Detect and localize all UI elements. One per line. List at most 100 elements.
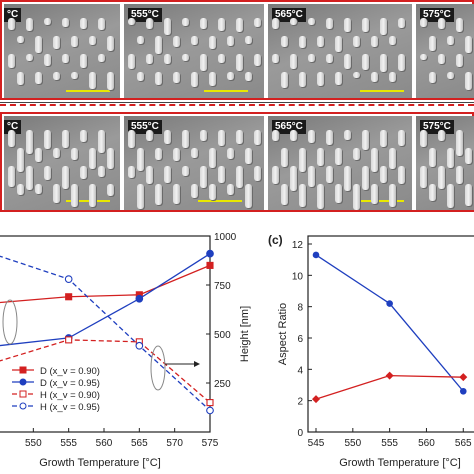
nanowire-pillar [26,54,33,61]
nanowire-pillar [137,184,144,209]
nanowire-pillar [465,72,472,90]
nanowire-pillar [98,18,105,31]
row-divider-dashed [0,104,474,106]
temp-label: 575°C [420,120,454,134]
y-axis-tick-label: 10 [292,271,304,282]
nanowire-pillar [17,36,24,43]
nanowire-pillar [200,166,207,189]
temp-label: 575°C [420,8,454,22]
temp-label: 565°C [272,8,306,22]
right-axis-tick-label: 250 [214,379,231,390]
data-point-circle [206,406,214,415]
nanowire-pillar [281,148,288,167]
nanowire-pillar [344,130,351,141]
nanowire-pillar [71,184,78,208]
y-axis-tick-label: 8 [297,303,303,314]
nanowire-pillar [35,184,42,195]
legend-marker [19,366,27,374]
nanowire-pillar [380,166,387,183]
nanowire-pillar [218,18,225,31]
nanowire-pillar [317,184,324,209]
y-axis-tick-label: 12 [292,240,304,251]
nanowire-pillar [71,36,78,47]
scale-bar [204,90,248,92]
series-line [0,255,211,411]
nanowire-pillar [182,18,189,27]
nanowire-pillar [398,18,405,28]
sem-image-545: °C [4,116,120,210]
scale-bar [198,200,242,202]
data-point-circle [64,275,73,283]
nanowire-pillar [420,54,427,61]
nanowire-pillar [317,36,324,48]
nanowire-pillar [26,130,33,154]
annotation-ellipse [150,345,166,391]
nanowire-pillar [62,54,69,63]
nanowire-pillar [53,36,60,50]
nanowire-pillar [164,130,171,145]
x-axis-tick-label: 565 [131,438,148,449]
chart-c-ylabel: Aspect Ratio [277,303,289,365]
sem-image-565: 565°C [268,116,412,210]
chart-c-frame [307,235,474,433]
nanowire-pillar [218,130,225,146]
nanowire-pillar [89,148,96,170]
nanowire-pillar [308,18,315,25]
annotation-ellipse [2,299,18,345]
nanowire-pillar [447,184,454,209]
nanowire-pillar [209,148,216,168]
scale-bar [66,90,110,92]
nanowire-pillar [308,54,315,62]
nanowire-pillar [80,166,87,179]
nanowire-pillar [71,72,78,79]
nanowire-pillar [236,54,243,71]
x-axis-tick-label: 560 [96,438,113,449]
nanowire-pillar [80,54,87,69]
nanowire-pillar [335,36,342,53]
nanowire-pillar [272,130,279,142]
nanowire-pillar [236,130,243,144]
sem-image-555: 555°C [124,116,264,210]
x-axis-tick-label: 555 [60,438,77,449]
charts-svg: 250 500 750 1000 550 555 560 565 570 575 D (x_v = … [0,232,474,469]
nanowire-pillar [8,54,15,68]
nanowire-pillar [254,130,261,145]
nanowire-pillar [429,184,436,202]
nanowire-pillar [465,36,472,54]
nanowire-pillar [353,36,360,48]
chart-c-xlabel: Growth Temperature [°C] [339,457,461,469]
nanowire-pillar [254,18,261,28]
nanowire-pillar [353,184,360,210]
sem-image-565: 565°C [268,4,412,98]
nanowire-pillar [44,54,51,66]
nanowire-pillar [398,130,405,147]
data-point-circle [206,249,214,258]
nanowire-pillar [137,36,144,45]
nanowire-pillar [236,166,243,188]
nanowire-pillar [137,148,144,171]
nanowire-pillar [128,18,135,26]
nanowire-pillar [155,148,162,161]
data-point-diamond [459,373,468,382]
data-point-circle [135,294,144,303]
nanowire-pillar [128,54,135,70]
nanowire-pillar [362,166,369,191]
nanowire-pillar [107,184,114,197]
nanowire-pillar [272,166,279,184]
y-axis-tick-label: 0 [297,428,303,439]
series-line [0,264,211,304]
nanowire-pillar [245,36,252,44]
nanowire-pillar [35,72,42,84]
nanowire-pillar [71,148,78,161]
sem-row-bottom: °C 555°C 565°C 575°C [0,112,474,212]
temp-label: 555°C [128,8,162,22]
nanowire-pillar [89,72,96,90]
nanowire-pillar [209,184,216,200]
data-point-circle [135,341,144,350]
scale-bar [360,200,404,202]
nanowire-pillar [89,184,96,208]
sem-image-575: 575°C [416,4,474,98]
nanowire-pillar [245,148,252,165]
sem-row-top: °C 555°C 565°C 575°C [0,0,474,100]
nanowire-pillar [8,166,15,187]
